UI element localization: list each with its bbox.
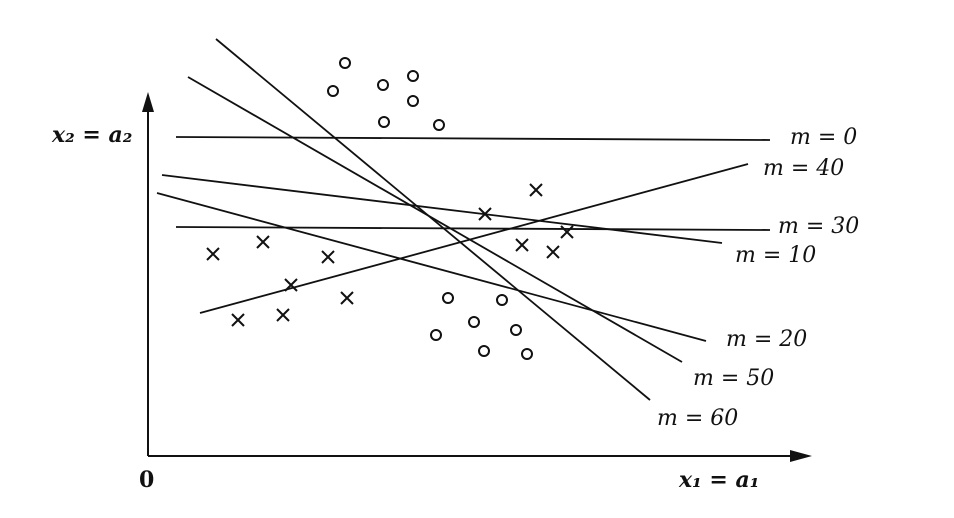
label-m10: m = 10 bbox=[735, 243, 816, 268]
cross-marker bbox=[560, 225, 574, 239]
y-axis-label: x₂ = a₂ bbox=[51, 122, 132, 148]
label-m60: m = 60 bbox=[657, 406, 738, 431]
cross-marker bbox=[256, 235, 270, 249]
label-m40: m = 40 bbox=[763, 156, 844, 181]
cross-marker bbox=[284, 278, 298, 292]
line-m50 bbox=[187, 76, 683, 363]
label-m30: m = 30 bbox=[778, 214, 859, 239]
line-m40 bbox=[199, 163, 749, 314]
label-m50: m = 50 bbox=[693, 366, 774, 391]
circle-marker bbox=[510, 324, 522, 336]
line-m60 bbox=[215, 38, 651, 401]
y-axis-arrow bbox=[142, 92, 154, 112]
circle-marker bbox=[433, 119, 445, 131]
cross-marker bbox=[529, 183, 543, 197]
circle-markers bbox=[327, 57, 533, 360]
circle-marker bbox=[378, 116, 390, 128]
cross-marker bbox=[321, 250, 335, 264]
circle-marker bbox=[327, 85, 339, 97]
circle-marker bbox=[430, 329, 442, 341]
line-m10 bbox=[161, 174, 723, 244]
circle-marker bbox=[468, 316, 480, 328]
x-axis-arrow bbox=[790, 450, 812, 462]
cross-marker bbox=[231, 313, 245, 327]
cross-marker bbox=[546, 245, 560, 259]
axes bbox=[142, 92, 812, 462]
origin-label: 0 bbox=[139, 467, 154, 493]
circle-marker bbox=[377, 79, 389, 91]
cross-marker bbox=[478, 207, 492, 221]
circle-marker bbox=[442, 292, 454, 304]
x-axis-label: x₁ = a₁ bbox=[678, 467, 759, 493]
cross-marker bbox=[340, 291, 354, 305]
separating-lines bbox=[156, 38, 771, 401]
circle-marker bbox=[478, 345, 490, 357]
label-m0: m = 0 bbox=[790, 125, 857, 150]
circle-marker bbox=[407, 95, 419, 107]
circle-marker bbox=[407, 70, 419, 82]
label-m20: m = 20 bbox=[726, 327, 807, 352]
circle-marker bbox=[521, 348, 533, 360]
line-m20 bbox=[156, 192, 707, 342]
cross-marker bbox=[276, 308, 290, 322]
line-m30 bbox=[175, 226, 771, 231]
cross-marker bbox=[515, 238, 529, 252]
circle-marker bbox=[496, 294, 508, 306]
cross-markers bbox=[206, 183, 574, 327]
circle-marker bbox=[339, 57, 351, 69]
labels: x₂ = a₂ x₁ = a₁ 0 m = 0 m = 40 m = 30 m … bbox=[51, 122, 859, 493]
line-m0 bbox=[175, 136, 771, 141]
cross-marker bbox=[206, 247, 220, 261]
